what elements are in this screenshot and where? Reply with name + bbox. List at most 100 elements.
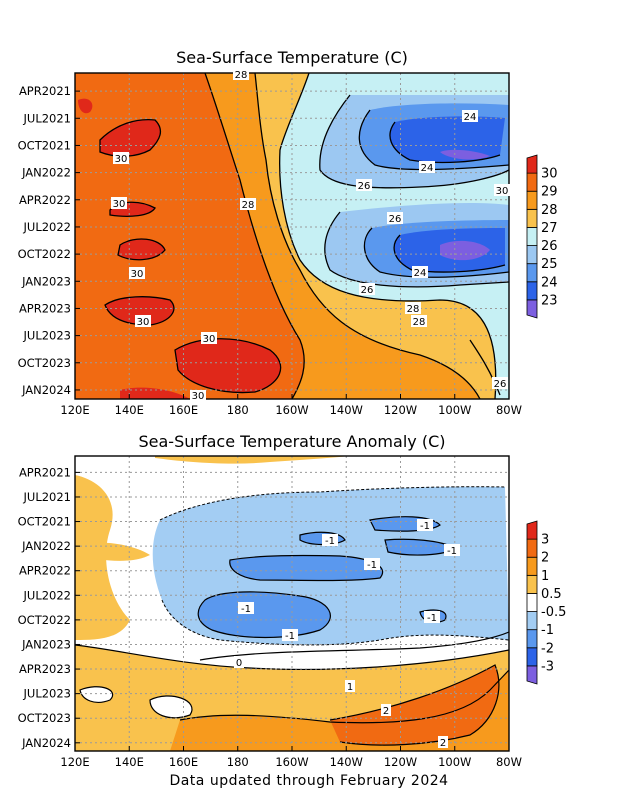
sst-field bbox=[75, 73, 509, 399]
figure: Sea-Surface Temperature (C) bbox=[18, 48, 567, 769]
ssta-y-tick-label: JUL2023 bbox=[23, 687, 71, 701]
ssta-contour-label: 1 bbox=[347, 682, 353, 693]
ssta-colorbar-label: -2 bbox=[541, 641, 554, 656]
sst-colorbar-swatch bbox=[526, 299, 538, 319]
sst-colorbar: 23 24 25 26 27 28 29 30 bbox=[526, 154, 558, 319]
sst-y-tick-label: OCT2021 bbox=[18, 138, 71, 152]
ssta-y-tick-label: APR2023 bbox=[19, 662, 71, 676]
sst-contour-label: 28 bbox=[413, 317, 426, 328]
sst-contour-label: 24 bbox=[421, 163, 434, 174]
sst-colorbar-swatch bbox=[526, 281, 538, 301]
ssta-title: Sea-Surface Temperature Anomaly (C) bbox=[139, 432, 446, 451]
ssta-colorbar-label: -3 bbox=[541, 659, 554, 674]
sst-y-tick-label: OCT2022 bbox=[18, 247, 71, 261]
ssta-y-tick-label: OCT2021 bbox=[18, 515, 71, 529]
sst-title: Sea-Surface Temperature (C) bbox=[176, 48, 408, 67]
sst-colorbar-label: 28 bbox=[541, 203, 558, 218]
ssta-y-tick-label: JAN2022 bbox=[21, 539, 71, 553]
ssta-colorbar-label: 1 bbox=[541, 569, 549, 584]
sst-colorbar-label: 30 bbox=[541, 167, 558, 182]
ssta-contour-label: 2 bbox=[383, 706, 389, 717]
ssta-y-tick-label: JAN2023 bbox=[21, 637, 71, 651]
sst-contour-label: 30 bbox=[496, 186, 509, 197]
sst-x-ticks: 120E 140E 160E 180 160W 140W 120W 100W 80W bbox=[60, 394, 522, 417]
ssta-contour-label: -1 bbox=[427, 613, 437, 624]
sst-contour-label: 30 bbox=[203, 334, 216, 345]
ssta-x-tick-label: 180 bbox=[227, 755, 249, 769]
ssta-colorbar-swatch bbox=[526, 520, 538, 540]
ssta-colorbar-swatch bbox=[526, 574, 538, 594]
footer-note: Data updated through February 2024 bbox=[169, 773, 449, 789]
ssta-x-tick-label: 160E bbox=[169, 755, 198, 769]
sst-contour-label: 26 bbox=[494, 379, 507, 390]
ssta-y-tick-label: JAN2024 bbox=[21, 736, 71, 750]
ssta-y-tick-label: APR2021 bbox=[19, 465, 71, 479]
ssta-colorbar-swatch bbox=[526, 538, 538, 558]
sst-contour-label: 30 bbox=[131, 269, 144, 280]
ssta-colorbar-label: -0.5 bbox=[541, 605, 566, 620]
sst-colorbar-swatch bbox=[526, 263, 538, 283]
sst-y-tick-label: JUL2021 bbox=[23, 111, 71, 125]
sst-contour-label: 28 bbox=[242, 200, 255, 211]
ssta-x-ticks: 120E 140E 160E 180 160W 140W 120W 100W 80W bbox=[60, 746, 522, 769]
sst-contour-label: 30 bbox=[115, 154, 128, 165]
sst-x-tick-label: 140W bbox=[330, 403, 363, 417]
ssta-colorbar-swatch bbox=[526, 593, 538, 612]
sst-y-tick-label: JAN2024 bbox=[21, 383, 71, 397]
sst-contour-label: 24 bbox=[464, 112, 477, 123]
sst-contour-labels: 28 24 30 24 26 30 28 30 26 24 30 28 26 2… bbox=[111, 70, 510, 402]
ssta-contour-label: -1 bbox=[285, 631, 295, 642]
ssta-y-tick-label: APR2022 bbox=[19, 564, 71, 578]
ssta-contour-label: -1 bbox=[447, 546, 457, 557]
ssta-contour-label: -1 bbox=[325, 536, 335, 547]
ssta-y-tick-label: JUL2021 bbox=[23, 490, 71, 504]
ssta-colorbar-swatch bbox=[526, 647, 538, 667]
sst-x-tick-label: 160W bbox=[275, 403, 308, 417]
sst-y-tick-label: OCT2023 bbox=[18, 356, 71, 370]
sst-colorbar-label: 27 bbox=[541, 221, 558, 236]
sst-colorbar-swatch bbox=[526, 154, 538, 174]
sst-x-tick-label: 100W bbox=[438, 403, 471, 417]
sst-colorbar-swatch bbox=[526, 245, 538, 265]
sst-contour-label: 30 bbox=[192, 391, 205, 402]
ssta-colorbar-swatch bbox=[526, 611, 538, 631]
sst-contour-label: 30 bbox=[137, 317, 150, 328]
sst-x-tick-label: 80W bbox=[496, 403, 522, 417]
ssta-contour-label: 2 bbox=[440, 738, 446, 749]
ssta-colorbar-label: 0.5 bbox=[541, 587, 562, 602]
sst-colorbar-label: 25 bbox=[541, 257, 558, 272]
sst-x-tick-label: 180 bbox=[227, 403, 249, 417]
ssta-x-tick-label: 140W bbox=[330, 755, 363, 769]
sst-y-tick-label: APR2023 bbox=[19, 301, 71, 315]
sst-y-ticks: APR2021 JUL2021 OCT2021 JAN2022 APR2022 JUL20… bbox=[18, 84, 80, 397]
sst-colorbar-swatch bbox=[526, 227, 538, 246]
sst-colorbar-swatch bbox=[526, 208, 538, 228]
ssta-x-tick-label: 80W bbox=[496, 755, 522, 769]
ssta-contour-label: -1 bbox=[420, 521, 430, 532]
ssta-colorbar-label: -1 bbox=[541, 623, 554, 638]
sst-x-tick-label: 120W bbox=[384, 403, 417, 417]
ssta-colorbar-swatch bbox=[526, 629, 538, 649]
sst-y-tick-label: JAN2022 bbox=[21, 166, 71, 180]
sst-contour-label: 30 bbox=[113, 199, 126, 210]
ssta-x-tick-label: 120E bbox=[60, 755, 89, 769]
sst-contour-label: 28 bbox=[407, 304, 420, 315]
ssta-x-tick-label: 160W bbox=[275, 755, 308, 769]
sst-y-tick-label: APR2021 bbox=[19, 84, 71, 98]
ssta-contour-label: 0 bbox=[236, 658, 242, 669]
sst-colorbar-label: 26 bbox=[541, 239, 558, 254]
sst-contour-label: 28 bbox=[235, 70, 248, 81]
ssta-colorbar-swatch bbox=[526, 556, 538, 576]
sst-contour-label: 26 bbox=[358, 181, 371, 192]
sst-colorbar-label: 24 bbox=[541, 275, 558, 290]
sst-contour-label: 26 bbox=[389, 214, 402, 225]
sst-y-tick-label: JAN2023 bbox=[21, 274, 71, 288]
ssta-colorbar: -3 -2 -1 -0.5 0.5 1 2 3 bbox=[526, 520, 566, 685]
ssta-y-ticks: APR2021 JUL2021 OCT2021 JAN2022 APR2022 JUL20… bbox=[18, 465, 80, 750]
sst-colorbar-label: 29 bbox=[541, 185, 558, 200]
sst-contour-label: 24 bbox=[414, 268, 427, 279]
ssta-colorbar-label: 2 bbox=[541, 551, 549, 566]
sst-colorbar-swatch bbox=[526, 172, 538, 192]
ssta-x-tick-label: 120W bbox=[384, 755, 417, 769]
ssta-contour-label: -1 bbox=[367, 560, 377, 571]
